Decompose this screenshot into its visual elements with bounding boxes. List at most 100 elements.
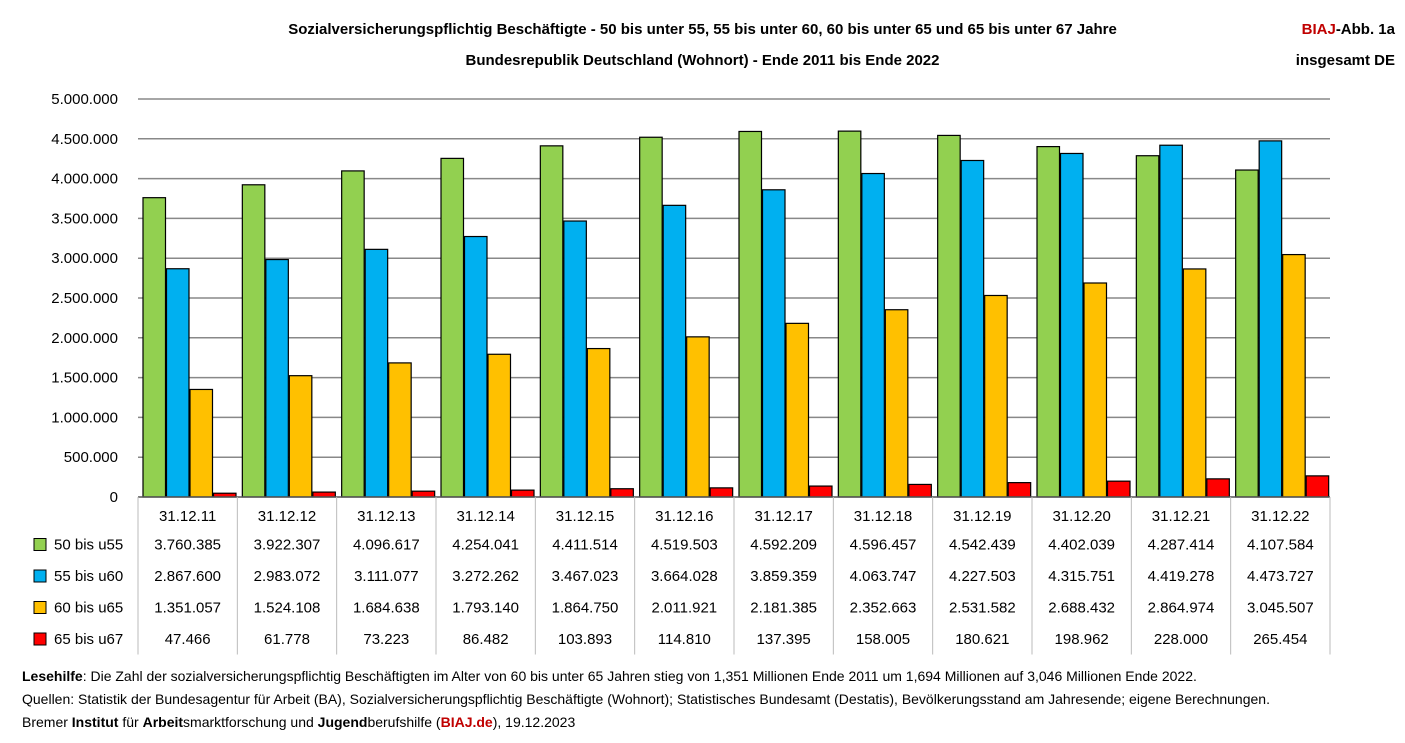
publisher-part: Institut <box>71 714 119 730</box>
table-cell-value: 3.859.359 <box>750 568 817 585</box>
table-cell-value: 86.482 <box>463 631 509 648</box>
chart-title: Sozialversicherungspflichtig Beschäftigt… <box>0 14 1405 76</box>
bar-55-bis-u60 <box>1059 152 1084 498</box>
table-cell-value: 2.867.600 <box>154 568 221 585</box>
category-label: 31.12.16 <box>655 508 713 525</box>
bar-60-bis-u65 <box>586 347 611 498</box>
table-cell-value: 4.254.041 <box>452 537 519 554</box>
bar-65-bis-u67 <box>1206 478 1230 498</box>
table-cell-value: 4.411.514 <box>552 537 618 554</box>
category-label: 31.12.22 <box>1251 508 1309 525</box>
y-tick-label: 500.000 <box>64 449 118 466</box>
table-cell-value: 2.983.072 <box>254 568 321 585</box>
y-tick-label: 2.000.000 <box>51 330 118 347</box>
table-cell-value: 3.045.507 <box>1247 600 1314 617</box>
category-label: 31.12.12 <box>258 508 316 525</box>
table-cell-value: 2.864.974 <box>1148 600 1215 617</box>
table-cell-value: 4.287.414 <box>1148 537 1215 554</box>
bar-65-bis-u67 <box>1007 482 1032 498</box>
y-tick-label: 3.000.000 <box>51 250 118 267</box>
table-cell-value: 3.922.307 <box>254 537 321 554</box>
table-cell-value: 3.467.023 <box>552 568 619 585</box>
bar-50-bis-u55 <box>837 130 862 498</box>
bar-55-bis-u60 <box>1258 140 1283 498</box>
legend-label: 55 bis u60 <box>54 568 123 585</box>
bar-65-bis-u67 <box>1305 475 1330 498</box>
badge-scope: insgesamt DE <box>1295 52 1395 69</box>
category-label: 31.12.14 <box>456 508 514 525</box>
table-cell-value: 103.893 <box>558 631 612 648</box>
bar-50-bis-u55 <box>341 170 365 498</box>
table-cell-value: 4.063.747 <box>850 568 917 585</box>
bar-65-bis-u67 <box>709 487 734 498</box>
footer-notes: Lesehilfe: Die Zahl der sozialversicheru… <box>22 665 1270 734</box>
y-tick-label: 4.500.000 <box>51 131 118 148</box>
bar-55-bis-u60 <box>1159 144 1183 498</box>
bar-60-bis-u65 <box>884 309 909 498</box>
table-cell-value: 180.621 <box>955 631 1009 648</box>
table-cell-value: 73.223 <box>363 631 409 648</box>
publisher-part: smarktforschung und <box>183 714 318 730</box>
category-label: 31.12.19 <box>953 508 1011 525</box>
title-line-2: Bundesrepublik Deutschland (Wohnort) - E… <box>465 52 940 69</box>
table-cell-value: 1.351.057 <box>154 600 221 617</box>
category-label: 31.12.18 <box>854 508 912 525</box>
bar-65-bis-u67 <box>1106 480 1131 498</box>
reading-aid-text: : Die Zahl der sozialversicherungspflich… <box>82 668 1197 684</box>
bar-60-bis-u65 <box>984 294 1008 498</box>
publisher-part: Arbeit <box>142 714 184 730</box>
bar-50-bis-u55 <box>639 136 663 498</box>
badge-biaj: BIAJ <box>1301 21 1336 38</box>
table-cell-value: 3.272.262 <box>452 568 519 585</box>
table-cell-value: 3.111.077 <box>354 568 419 585</box>
legend-swatch <box>33 569 47 583</box>
legend-swatch <box>33 601 47 614</box>
bar-50-bis-u55 <box>440 157 465 498</box>
y-tick-label: 2.500.000 <box>51 290 118 307</box>
table-cell-value: 4.419.278 <box>1148 568 1215 585</box>
bar-50-bis-u55 <box>738 130 763 498</box>
bar-55-bis-u60 <box>463 235 488 498</box>
bar-50-bis-u55 <box>241 184 266 498</box>
bar-55-bis-u60 <box>761 189 786 498</box>
table-cell-value: 47.466 <box>165 631 211 648</box>
title-line-1: Sozialversicherungspflichtig Beschäftigt… <box>288 21 1117 38</box>
table-cell-value: 1.524.108 <box>254 600 321 617</box>
publisher-part: Bremer <box>22 714 72 730</box>
footer-publisher: Bremer Institut für Arbeitsmarktforschun… <box>22 711 1270 734</box>
bar-chart: 0 500.000 1.000.000 1.500.000 2.000.000 2.500… <box>33 91 1331 655</box>
bar-50-bis-u55 <box>1135 155 1160 498</box>
bar-55-bis-u60 <box>662 204 687 498</box>
publisher-link[interactable]: BIAJ.de <box>440 714 493 730</box>
badge-figure-number: -Abb. 1a <box>1335 21 1395 38</box>
table-cell-value: 4.315.751 <box>1048 568 1115 585</box>
bar-50-bis-u55 <box>142 197 167 498</box>
table-cell-value: 1.684.638 <box>353 600 420 617</box>
table-cell-value: 4.107.584 <box>1247 537 1314 554</box>
bar-65-bis-u67 <box>908 483 932 498</box>
table-cell-value: 4.519.503 <box>651 537 718 554</box>
table-cell-value: 3.664.028 <box>651 568 718 585</box>
bar-60-bis-u65 <box>1282 253 1306 498</box>
table-cell-value: 114.810 <box>658 631 711 648</box>
publisher-part: Jugend <box>317 714 368 730</box>
legend-label: 65 bis u67 <box>54 631 123 648</box>
legend-label: 50 bis u55 <box>54 537 123 554</box>
bar-65-bis-u67 <box>411 490 436 498</box>
table-cell-value: 1.793.140 <box>452 600 519 617</box>
bar-50-bis-u55 <box>937 134 961 498</box>
bar-60-bis-u65 <box>288 375 313 498</box>
table-cell-value: 1.864.750 <box>552 600 619 617</box>
table-cell-value: 3.760.385 <box>154 537 221 554</box>
figure-badge: BIAJ-Abb. 1a insgesamt DE <box>1296 14 1395 76</box>
y-tick-label: 1.500.000 <box>51 370 118 387</box>
bar-60-bis-u65 <box>189 388 214 498</box>
publisher-part: berufshilfe ( <box>367 714 441 730</box>
category-label: 31.12.15 <box>556 508 614 525</box>
y-tick-label: 5.000.000 <box>51 91 118 108</box>
category-label: 31.12.13 <box>357 508 415 525</box>
y-tick-label: 0 <box>110 489 118 506</box>
legend-label: 60 bis u65 <box>54 600 123 617</box>
bar-60-bis-u65 <box>1083 282 1108 498</box>
table-cell-value: 2.688.432 <box>1048 600 1115 617</box>
